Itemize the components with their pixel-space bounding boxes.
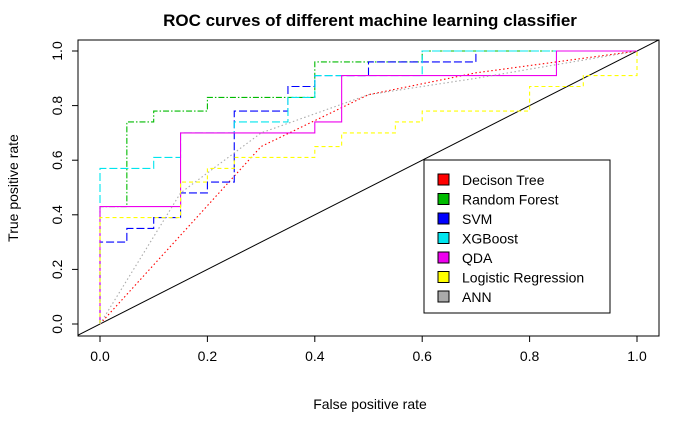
y-tick-label: 0.8 — [49, 96, 65, 116]
series-line-ann — [99, 50, 638, 325]
legend-label: XGBoost — [462, 231, 518, 247]
series-line-logistic-regression — [99, 51, 638, 324]
legend-swatch — [437, 290, 450, 303]
x-tick-label: 0.2 — [198, 348, 218, 364]
legend-label: Logistic Regression — [462, 270, 584, 286]
y-tick-label: 0.6 — [49, 150, 65, 170]
y-axis-label: True positive rate — [5, 134, 21, 242]
legend-swatch — [437, 251, 450, 264]
legend-swatch — [437, 232, 450, 244]
legend-label: ANN — [462, 289, 492, 305]
legend-label: Decison Tree — [462, 172, 545, 188]
x-axis-label: False positive rate — [313, 396, 427, 412]
y-tick-label: 0.0 — [49, 314, 65, 334]
series-line-svm — [99, 50, 637, 324]
series-line-qda — [99, 50, 637, 324]
chart-title: ROC curves of different machine learning… — [163, 11, 577, 30]
y-tick-label: 0.4 — [49, 205, 65, 225]
plot-border — [77, 39, 660, 337]
legend-swatch — [437, 271, 450, 283]
x-tick-label: 1.0 — [627, 348, 647, 364]
legend-label: QDA — [462, 250, 493, 266]
y-tick-label: 0.2 — [49, 259, 65, 279]
x-tick-label: 0.0 — [90, 348, 110, 364]
axes: 0.0 0.2 0.4 0.6 0.8 1.0 0.0 0.2 0.4 0.6 0.8 1.0 — [49, 39, 660, 364]
x-tick-label: 0.8 — [520, 348, 540, 364]
legend-label: SVM — [462, 211, 492, 227]
legend-box — [423, 159, 611, 314]
x-tick-label: 0.6 — [412, 348, 432, 364]
legend-swatch — [437, 193, 450, 205]
legend-swatch — [437, 173, 450, 186]
x-tick-label: 0.4 — [305, 348, 325, 364]
legend: Decison Tree Random Forest SVM XGBoost QDA Lo… — [423, 159, 611, 314]
reference-diagonal-line — [78, 40, 659, 336]
y-tick-label: 1.0 — [49, 41, 65, 61]
plot-area — [78, 40, 659, 336]
legend-label: Random Forest — [462, 192, 559, 208]
series-line-xgboost — [99, 50, 637, 324]
legend-swatch — [437, 212, 450, 225]
